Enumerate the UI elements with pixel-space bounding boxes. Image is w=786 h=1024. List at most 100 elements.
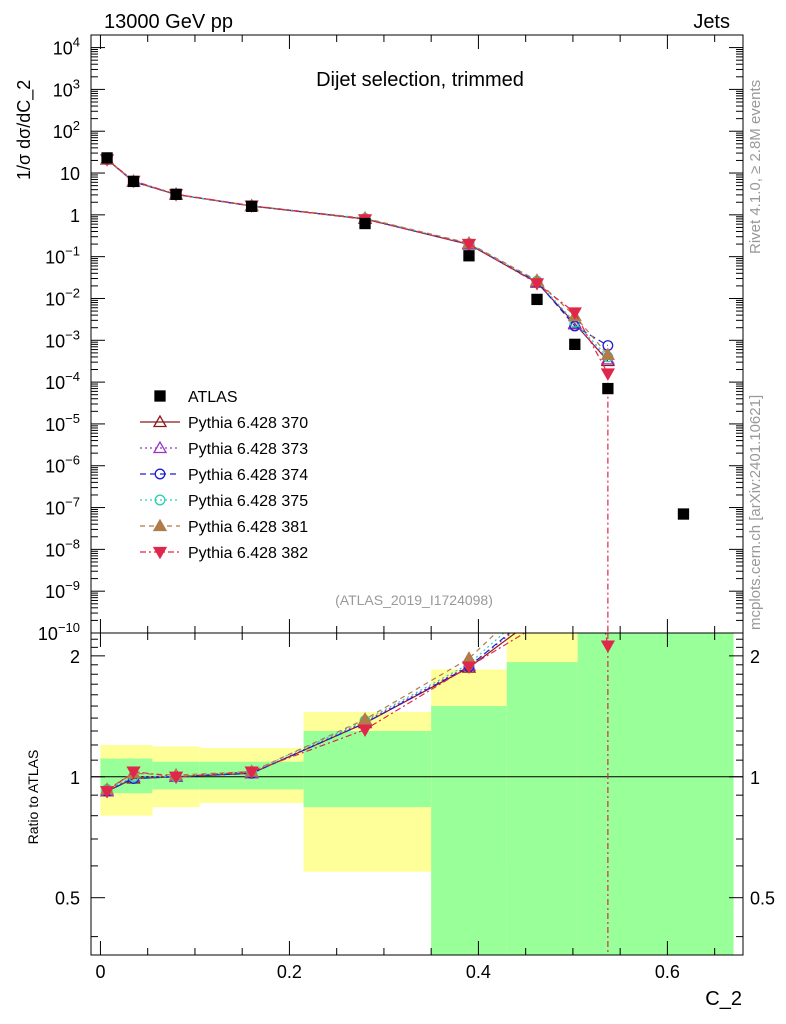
legend-label-0: ATLAS [188, 389, 238, 406]
x-tick-label: 0 [95, 962, 105, 982]
legend-marker-1 [152, 414, 168, 428]
series-1-point-7 [567, 317, 582, 330]
legend-label-3: Pythia 6.428 374 [188, 467, 308, 484]
ratio-y-tick-label: 1 [70, 768, 80, 788]
ratio-line-5 [106, 633, 609, 792]
series-5-point-5 [461, 238, 477, 252]
legend-marker-5 [152, 518, 168, 532]
rivet-version-label: Rivet 4.1.0, ≥ 2.8M events [747, 80, 764, 254]
series-5-point-6 [529, 278, 545, 291]
ratio-band-inner-5 [506, 662, 578, 955]
legend-label-5: Pythia 6.428 381 [188, 519, 308, 536]
legend-marker-6 [152, 546, 168, 560]
atlas-point-3 [245, 200, 258, 212]
main-y-tick-label: 1 [70, 206, 80, 226]
main-y-tick-label: 10−6 [45, 453, 80, 477]
ratio-y-tick-label-right: 2 [750, 647, 760, 667]
ratio-plot-series [99, 469, 615, 955]
legend-marker-4 [154, 494, 166, 506]
series-5-point-7 [567, 307, 582, 320]
series-line-4 [106, 158, 609, 356]
main-y-tick-label: 10−8 [45, 536, 80, 560]
main-y-tick-label: 10−2 [45, 285, 80, 309]
ratio-5-point-0 [99, 786, 115, 799]
main-plot-frame [90, 34, 744, 634]
ratio-5-point-4 [357, 724, 373, 737]
mcplots-source-label: mcplots.cern.ch [arXiv:2401.10621] [747, 395, 764, 630]
ratio-5-point-3 [244, 766, 259, 779]
ratio-0-point-6 [531, 611, 543, 622]
ratio-5-point-6 [531, 621, 543, 632]
legend-marker-0 [154, 390, 166, 402]
atlas-point-6 [531, 293, 543, 306]
ratio-4-point-4 [357, 712, 373, 725]
analysis-id: (ATLAS_2019_I1724098) [335, 592, 493, 608]
ratio-2-point-6 [532, 605, 542, 615]
series-line-3 [106, 158, 609, 358]
ratio-3-point-6 [532, 599, 542, 609]
main-y-tick-label: 10−10 [38, 620, 80, 644]
atlas-point-9 [677, 508, 690, 520]
ratio-uncertainty-bands [100, 633, 734, 955]
ratio-5-point-7 [569, 469, 581, 480]
atlas-point-2 [170, 188, 182, 200]
ratio-1-point-7 [569, 579, 581, 590]
ratio-3-point-7 [570, 558, 580, 568]
ratio-1-point-6 [531, 607, 543, 618]
ratio-y-tick-label: 0.5 [55, 889, 80, 909]
atlas-point-1 [127, 175, 140, 188]
atlas-point-4 [359, 217, 371, 230]
ratio-band-inner-6 [577, 633, 734, 955]
x-tick-label: 0.6 [655, 962, 680, 982]
atlas-point-0 [101, 152, 113, 164]
series-4-point-8 [600, 347, 615, 360]
main-y-tick-label: 10 [60, 164, 80, 184]
series-line-5 [106, 158, 609, 374]
x-tick-label: 0.2 [277, 962, 302, 982]
ratio-band-inner-4 [431, 706, 507, 955]
legend-label-2: Pythia 6.428 373 [188, 441, 308, 458]
ratio-5-point-8 [600, 640, 615, 654]
series-line-2 [106, 159, 609, 347]
x-axis-title: C_2 [705, 988, 742, 1010]
legend-label-6: Pythia 6.428 382 [188, 545, 308, 562]
main-plot-series [99, 151, 690, 633]
ratio-y-axis-title: Ratio to ATLAS [25, 750, 41, 845]
legend-marker-3 [154, 468, 166, 480]
main-y-tick-label: 10−1 [45, 244, 80, 268]
axes: 0 0.2 0.4 0.6 10−10 10−9 10−8 10−7 10−6 10−5 10−4 1… [38, 35, 775, 982]
main-y-tick-label: 10−5 [45, 411, 80, 435]
main-y-tick-label: 103 [53, 76, 80, 100]
ratio-y-tick-label: 2 [70, 647, 80, 667]
atlas-point-8 [602, 382, 614, 395]
x-tick-label: 0.4 [466, 962, 491, 982]
ratio-5-point-1 [126, 766, 141, 779]
legend-label-1: Pythia 6.428 370 [188, 415, 308, 432]
main-y-tick-label: 104 [53, 35, 80, 59]
main-y-tick-label: 10−4 [45, 369, 80, 393]
ratio-0-point-7 [569, 573, 581, 584]
ratio-5-point-5 [461, 661, 477, 674]
legend-marker-2 [152, 440, 168, 454]
legend-label-4: Pythia 6.428 375 [188, 493, 308, 510]
ratio-plot-frame [90, 632, 744, 956]
legend: ATLAS Pythia 6.428 370 Pythia 6.428 373 Pyt… [140, 389, 308, 562]
ratio-2-point-7 [570, 592, 580, 602]
atlas-point-5 [463, 250, 475, 262]
ratio-y-tick-label-right: 1 [750, 768, 760, 788]
main-y-tick-label: 10−9 [45, 578, 80, 602]
ratio-5-point-2 [168, 771, 184, 785]
main-y-tick-label: 102 [53, 118, 80, 142]
ratio-4-point-7 [569, 501, 581, 512]
main-y-tick-label: 10−3 [45, 327, 80, 351]
ratio-4-point-6 [531, 588, 543, 599]
chart-title: Dijet selection, trimmed [316, 69, 524, 91]
atlas-point-7 [569, 338, 581, 350]
main-y-tick-label: 10−7 [45, 495, 80, 519]
main-y-axis-title: 1/σ dσ/dC_2 [14, 80, 35, 180]
process-label: Jets [693, 11, 730, 33]
collision-label: 13000 GeV pp [104, 11, 233, 33]
ratio-band-inner-3 [303, 731, 432, 808]
ratio-y-tick-label-right: 0.5 [750, 889, 775, 909]
